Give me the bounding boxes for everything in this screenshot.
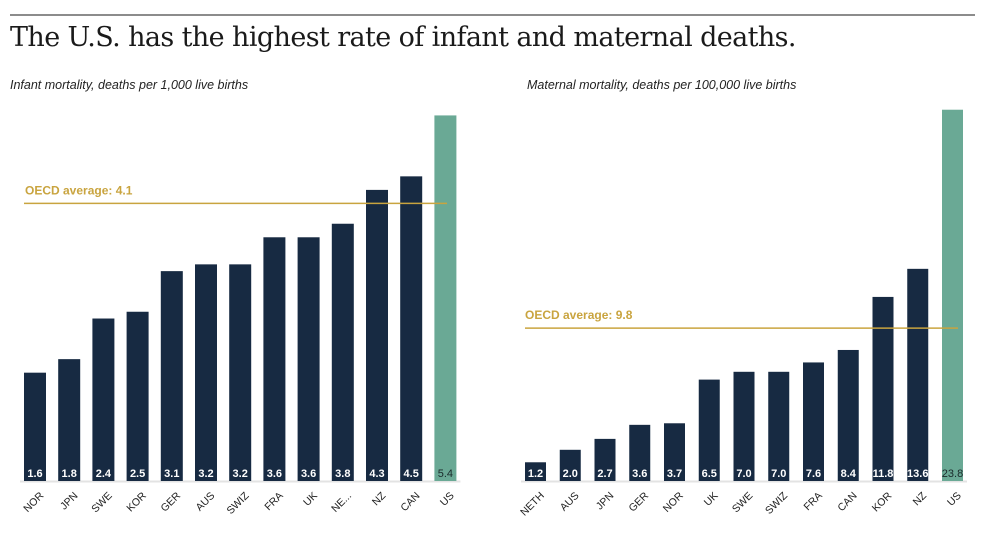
bar-swiz <box>768 371 790 481</box>
chart-subtitle: Maternal mortality, deaths per 100,000 l… <box>527 78 796 92</box>
tick-label: UK <box>702 490 721 509</box>
oecd-average-label: OECD average: 9.8 <box>525 308 633 322</box>
data-label: 3.7 <box>667 468 682 480</box>
bar-ger <box>160 271 183 481</box>
bar-us <box>942 109 963 481</box>
tick-label: SWIZ <box>224 489 251 516</box>
page-title: The U.S. has the highest rate of infant … <box>10 22 797 53</box>
tick-label: SWE <box>89 490 114 515</box>
data-label: 2.0 <box>563 468 578 480</box>
bar-nor <box>664 423 685 481</box>
tick-label: GER <box>159 490 184 515</box>
bar-neth <box>525 462 546 481</box>
bar-uk <box>698 379 720 481</box>
data-label: 13.6 <box>907 468 928 480</box>
tick-label: AUS <box>194 490 218 514</box>
data-label: 11.8 <box>873 468 894 480</box>
chart-2: Maternal mortality, deaths per 100,000 l… <box>518 78 967 519</box>
tick-label: NETH <box>518 490 547 519</box>
bar-jpn <box>594 438 616 481</box>
bar-jpn <box>58 359 81 481</box>
data-label: 2.5 <box>130 468 145 480</box>
data-label: 3.2 <box>198 468 213 480</box>
bar-swe <box>92 318 115 481</box>
tick-label: KOR <box>124 490 149 515</box>
tick-label: NZ <box>911 489 930 508</box>
tick-label: CAN <box>835 490 859 514</box>
tick-label: JPN <box>594 490 617 513</box>
bar-can <box>837 349 859 481</box>
tick-label: AUS <box>558 490 582 514</box>
data-label: 1.8 <box>62 468 77 480</box>
chart-1: Infant mortality, deaths per 1,000 live … <box>10 78 461 517</box>
bar-swe <box>733 371 755 481</box>
tick-label: NE... <box>329 490 354 515</box>
data-label: 7.6 <box>806 468 821 480</box>
tick-label: KOR <box>870 490 895 515</box>
bar-fra <box>803 362 824 481</box>
bar-aus <box>559 449 581 481</box>
bar-aus <box>195 264 217 481</box>
tick-label: US <box>945 490 964 509</box>
data-label: 7.0 <box>736 468 751 480</box>
bar-can <box>400 176 423 481</box>
bar-fra <box>263 237 286 481</box>
bar-nor <box>24 372 46 481</box>
oecd-average-label: OECD average: 4.1 <box>25 183 133 197</box>
bar-us <box>434 115 457 482</box>
bar-nz <box>366 189 388 481</box>
data-label: 3.1 <box>164 468 179 480</box>
data-label: 4.5 <box>404 468 419 480</box>
data-label: 6.5 <box>702 468 717 480</box>
bar-kor <box>872 296 894 481</box>
tick-label: US <box>438 490 457 509</box>
tick-label: NZ <box>370 489 389 508</box>
data-label: 2.7 <box>597 468 612 480</box>
data-label: 5.4 <box>438 468 453 480</box>
bar-swiz <box>229 264 252 481</box>
tick-label: SWIZ <box>763 489 790 516</box>
data-label: 8.4 <box>841 468 857 480</box>
data-label: 1.6 <box>27 468 42 480</box>
tick-label: FRA <box>801 490 824 513</box>
chart-subtitle: Infant mortality, deaths per 1,000 live … <box>10 78 248 92</box>
tick-label: NOR <box>21 490 46 515</box>
top-rule <box>10 14 975 16</box>
tick-label: FRA <box>262 490 285 513</box>
data-label: 7.0 <box>771 468 786 480</box>
data-label: 23.8 <box>942 468 963 480</box>
data-label: 2.4 <box>96 468 112 480</box>
data-label: 3.6 <box>301 468 316 480</box>
data-label: 3.6 <box>267 468 282 480</box>
data-label: 4.3 <box>369 468 384 480</box>
bar-kor <box>126 311 149 481</box>
tick-label: NOR <box>661 490 686 515</box>
data-label: 1.2 <box>528 468 543 480</box>
data-label: 3.6 <box>632 468 647 480</box>
bar-nz <box>907 268 929 481</box>
tick-label: CAN <box>398 490 422 514</box>
data-label: 3.2 <box>233 468 248 480</box>
tick-label: UK <box>301 490 320 509</box>
bar-ger <box>629 424 651 481</box>
tick-label: JPN <box>58 490 81 513</box>
bar-ne <box>331 223 354 482</box>
tick-label: GER <box>626 490 651 515</box>
tick-label: SWE <box>730 490 755 515</box>
data-label: 3.8 <box>335 468 350 480</box>
bar-uk <box>297 237 320 481</box>
